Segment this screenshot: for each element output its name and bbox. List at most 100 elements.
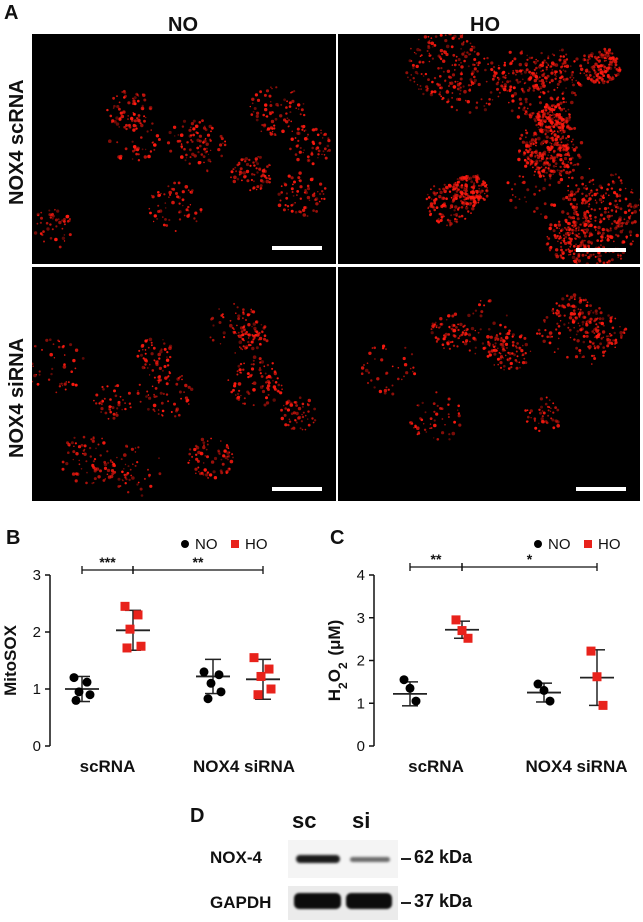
fluorescence-speck	[148, 105, 153, 110]
fluorescence-speck	[213, 456, 218, 461]
fluorescence-speck	[553, 108, 556, 111]
fluorescence-speck	[252, 180, 255, 183]
fluorescence-speck	[524, 97, 528, 101]
fluorescence-speck	[569, 253, 572, 256]
fluorescence-speck	[438, 194, 442, 199]
fluorescence-speck	[562, 169, 565, 172]
fluorescence-speck	[148, 337, 153, 342]
fluorescence-speck	[541, 415, 544, 418]
fluorescence-speck	[509, 85, 513, 89]
fluorescence-speck	[624, 211, 628, 214]
fluorescence-speck	[437, 217, 440, 221]
fluorescence-speck	[585, 194, 588, 198]
fluorescence-speck	[483, 304, 486, 307]
fluorescence-speck	[173, 181, 177, 185]
fluorescence-speck	[463, 177, 468, 181]
fluorescence-speck	[623, 218, 626, 221]
fluorescence-speck	[587, 225, 590, 228]
fluorescence-speck	[266, 127, 271, 131]
fluorescence-speck	[617, 176, 621, 179]
fluorescence-speck	[217, 450, 221, 454]
fluorescence-speck	[113, 470, 117, 474]
fluorescence-speck	[307, 403, 310, 407]
fluorescence-speck	[165, 393, 169, 396]
fluorescence-speck	[447, 413, 450, 416]
fluorescence-speck	[439, 75, 442, 78]
legend-no-marker	[534, 540, 542, 548]
fluorescence-speck	[592, 253, 595, 256]
fluorescence-speck	[459, 176, 462, 180]
fluorescence-speck	[444, 335, 447, 339]
fluorescence-speck	[140, 123, 144, 128]
fluorescence-speck	[522, 175, 525, 178]
fluorescence-speck	[427, 87, 429, 90]
fluorescence-speck	[136, 461, 139, 464]
fluorescence-speck	[519, 80, 522, 83]
fluorescence-speck	[570, 228, 574, 232]
fluorescence-speck	[184, 159, 187, 162]
fluorescence-speck	[475, 106, 478, 110]
fluorescence-speck	[524, 342, 528, 347]
fluorescence-speck	[520, 349, 524, 353]
fluorescence-speck	[549, 129, 553, 132]
fluorescence-speck	[495, 82, 499, 86]
fluorescence-speck	[181, 125, 185, 128]
fluorescence-speck	[523, 82, 526, 85]
fluorescence-speck	[326, 150, 329, 152]
band-nox4-sc	[296, 855, 340, 863]
fluorescence-speck	[306, 136, 308, 138]
fluorescence-speck	[591, 178, 595, 182]
fluorescence-speck	[269, 100, 272, 103]
fluorescence-speck	[82, 449, 85, 452]
data-point-ho	[249, 653, 259, 663]
fluorescence-speck	[510, 94, 515, 98]
fluorescence-speck	[466, 203, 468, 206]
fluorescence-speck	[575, 234, 578, 237]
fluorescence-speck	[565, 294, 569, 298]
fluorescence-speck	[116, 407, 119, 410]
fluorescence-speck	[568, 237, 571, 240]
fluorescence-speck	[303, 191, 306, 194]
fluorescence-speck	[99, 469, 102, 473]
fluorescence-speck	[371, 347, 374, 349]
fluorescence-speck	[34, 345, 36, 347]
fluorescence-speck	[234, 166, 237, 169]
fluorescence-speck	[459, 35, 464, 39]
fluorescence-speck	[110, 469, 115, 473]
fluorescence-speck	[532, 166, 534, 169]
fluorescence-speck	[212, 470, 216, 474]
fluorescence-speck	[485, 80, 488, 83]
fluorescence-speck	[544, 402, 548, 406]
fluorescence-speck	[306, 195, 311, 200]
fluorescence-speck	[569, 76, 572, 79]
fluorescence-speck	[95, 447, 97, 450]
fluorescence-speck	[168, 218, 171, 222]
fluorescence-speck	[529, 409, 533, 413]
fluorescence-speck	[435, 219, 439, 223]
fluorescence-speck	[172, 125, 177, 129]
fluorescence-speck	[569, 65, 572, 68]
fluorescence-speck	[585, 228, 589, 232]
fluorescence-speck	[63, 223, 66, 226]
fluorescence-speck	[538, 115, 541, 118]
fluorescence-speck	[536, 112, 539, 116]
fluorescence-speck	[553, 116, 556, 119]
fluorescence-speck	[551, 131, 554, 134]
micrograph-scrna-ho	[405, 34, 640, 264]
fluorescence-speck	[222, 331, 226, 335]
fluorescence-speck	[567, 234, 570, 237]
fluorescence-speck	[255, 114, 259, 118]
fluorescence-speck	[184, 185, 189, 189]
fluorescence-speck	[594, 216, 597, 219]
fluorescence-speck	[36, 222, 39, 225]
fluorescence-speck	[141, 148, 144, 151]
fluorescence-speck	[212, 324, 215, 327]
fluorescence-speck	[586, 187, 589, 190]
fluorescence-speck	[587, 245, 590, 248]
fluorescence-speck	[131, 158, 134, 160]
fluorescence-speck	[580, 229, 583, 231]
fluorescence-speck	[515, 346, 518, 349]
fluorescence-speck	[299, 113, 302, 116]
fluorescence-speck	[288, 105, 292, 108]
fluorescence-speck	[155, 395, 158, 398]
